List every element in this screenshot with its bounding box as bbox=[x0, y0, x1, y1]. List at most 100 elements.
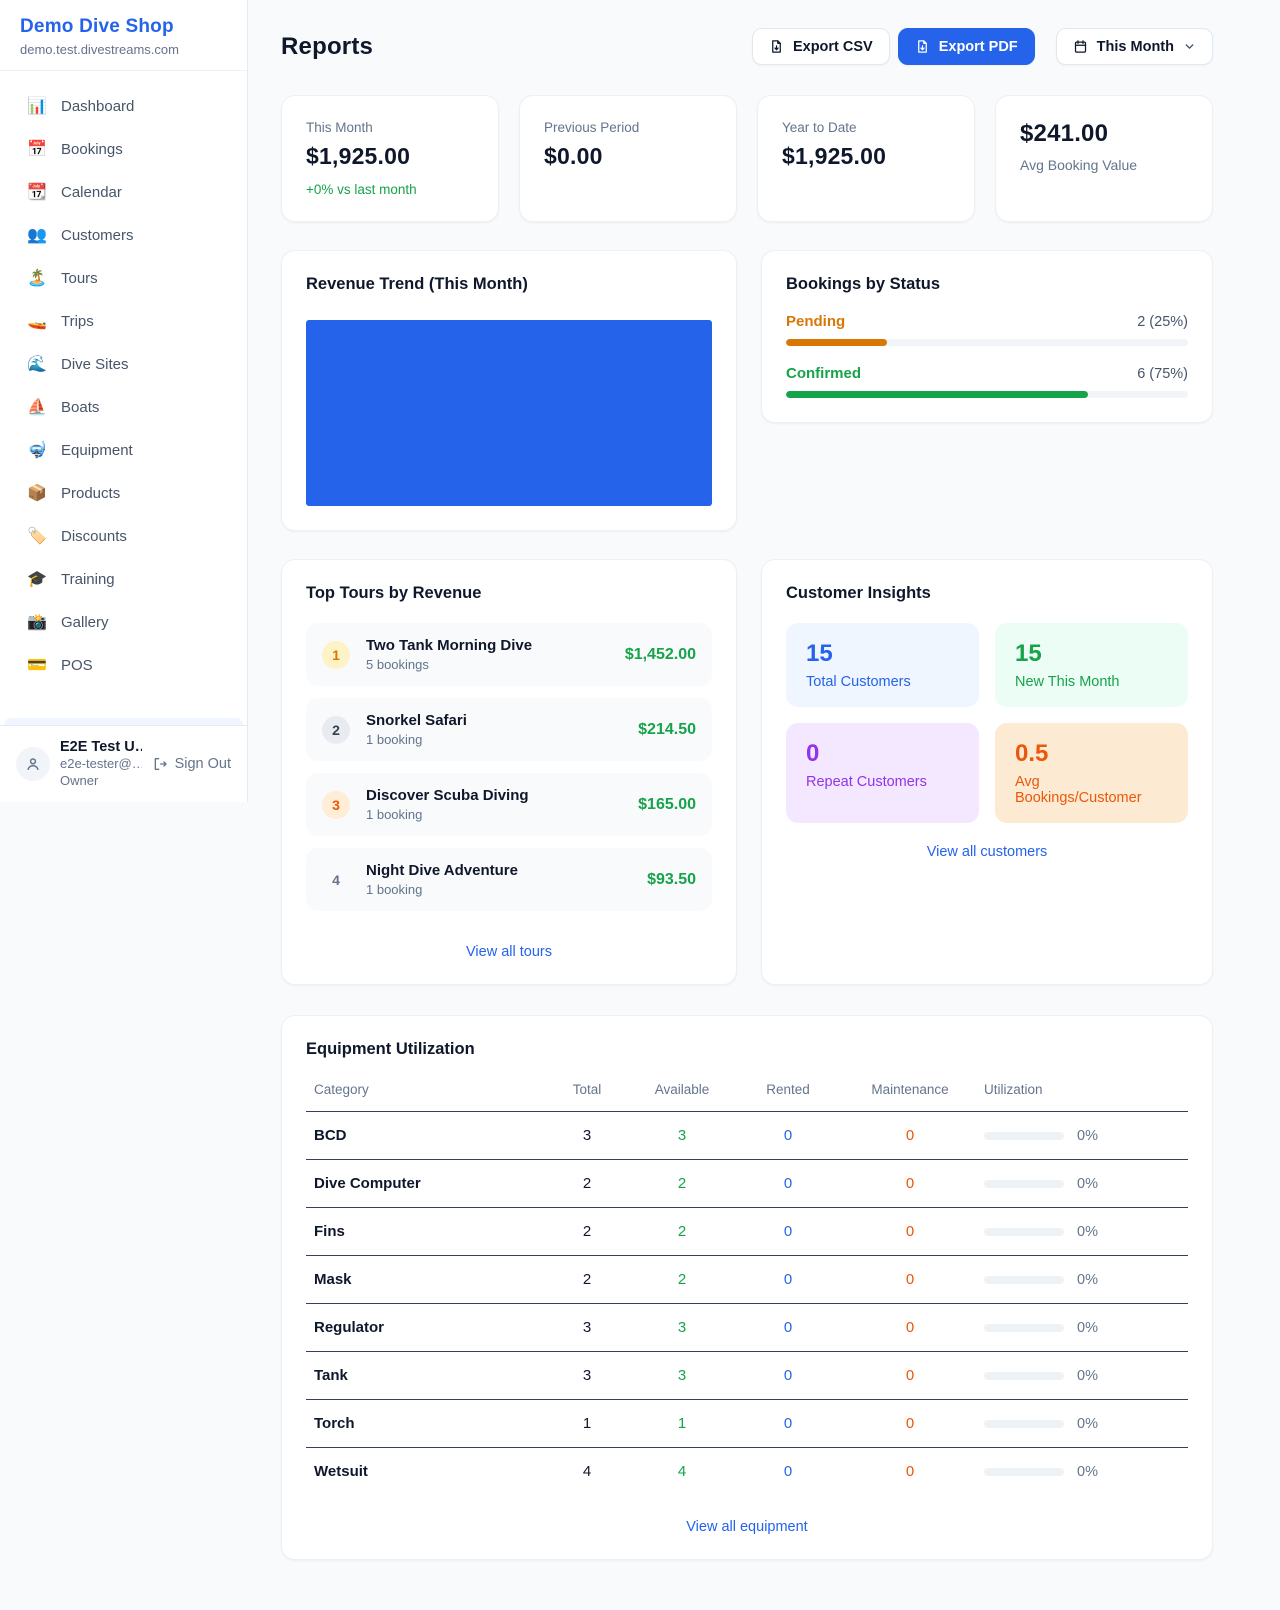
sidebar-nav-item[interactable]: 📸 Gallery bbox=[12, 601, 235, 644]
utilization-bar bbox=[984, 1323, 1064, 1332]
export-pdf-label: Export PDF bbox=[938, 38, 1018, 55]
nav-item-label: POS bbox=[61, 657, 93, 674]
equipment-category: Mask bbox=[306, 1255, 542, 1304]
shop-domain: demo.test.divestreams.com bbox=[20, 42, 179, 57]
sidebar-nav-item[interactable]: 🚤 Trips bbox=[12, 300, 235, 343]
status-bars: Pending 2 (25%) Confirmed 6 (75%) bbox=[786, 313, 1188, 398]
tour-name: Snorkel Safari bbox=[366, 712, 467, 729]
nav-item-icon: ⛵ bbox=[27, 398, 47, 416]
sidebar-nav-item[interactable]: 📊 Dashboard bbox=[12, 85, 235, 128]
col-category: Category bbox=[306, 1068, 542, 1112]
utilization-percent: 0% bbox=[1077, 1415, 1098, 1432]
view-all-equipment-link[interactable]: View all equipment bbox=[686, 1519, 808, 1535]
sidebar-item-reports-active-partial[interactable] bbox=[4, 718, 243, 725]
customer-insights-title: Customer Insights bbox=[786, 584, 931, 602]
view-all-customers-link[interactable]: View all customers bbox=[926, 844, 1048, 860]
chevron-down-icon bbox=[1185, 44, 1194, 49]
nav-item-label: Gallery bbox=[61, 614, 109, 631]
file-download-icon bbox=[772, 40, 781, 53]
sidebar: Demo Dive Shop demo.test.divestreams.com… bbox=[0, 0, 248, 802]
equipment-category: Fins bbox=[306, 1207, 542, 1256]
sidebar-nav-item[interactable]: 🏷️ Discounts bbox=[12, 515, 235, 558]
sidebar-nav-item[interactable]: 🌊 Dive Sites bbox=[12, 343, 235, 386]
user-email: e2e-tester@… bbox=[60, 756, 142, 771]
nav-item-icon: 🏷️ bbox=[27, 527, 47, 545]
sidebar-nav-item[interactable]: 🏝️ Tours bbox=[12, 257, 235, 300]
insight-tile: 15 Total Customers bbox=[786, 623, 979, 707]
equipment-title: Equipment Utilization bbox=[306, 1040, 475, 1058]
sign-out-button[interactable]: Sign Out bbox=[152, 756, 231, 772]
stat-label: Avg Booking Value bbox=[1020, 157, 1138, 173]
equipment-available: 3 bbox=[632, 1111, 732, 1160]
insight-value: 0.5 bbox=[1015, 740, 1049, 767]
equipment-rented: 0 bbox=[783, 1463, 793, 1480]
equipment-available: 4 bbox=[677, 1463, 687, 1480]
nav-item-label: Products bbox=[61, 485, 121, 502]
equipment-total: 2 bbox=[542, 1159, 632, 1208]
tour-list-item: 4 Night Dive Adventure 1 booking $93.50 bbox=[306, 848, 712, 911]
utilization-bar bbox=[984, 1275, 1064, 1284]
utilization-percent: 0% bbox=[1077, 1367, 1098, 1384]
equipment-rented: 0 bbox=[732, 1159, 844, 1208]
tour-list-item: 1 Two Tank Morning Dive 5 bookings $1,45… bbox=[306, 623, 712, 686]
col-maintenance: Maintenance bbox=[844, 1068, 976, 1112]
period-dropdown[interactable]: This Month bbox=[1055, 28, 1213, 65]
nav-item-icon: 👥 bbox=[27, 226, 47, 244]
equipment-rented: 0 bbox=[732, 1111, 844, 1160]
top-tours-title: Top Tours by Revenue bbox=[306, 584, 482, 602]
nav-item-label: Customers bbox=[61, 227, 134, 244]
insight-tile: 0 Repeat Customers bbox=[786, 723, 979, 823]
utilization-bar bbox=[984, 1371, 1064, 1380]
status-row: Confirmed 6 (75%) bbox=[786, 365, 1188, 398]
equipment-maintenance: 0 bbox=[844, 1111, 976, 1160]
nav-item-icon: 📦 bbox=[27, 484, 47, 502]
nav-item-label: Equipment bbox=[61, 442, 133, 459]
nav-item-label: Calendar bbox=[61, 184, 122, 201]
sidebar-nav: 📊 Dashboard 📅 Bookings 📆 Calendar 👥 Cust… bbox=[0, 71, 247, 709]
equipment-rented: 0 bbox=[732, 1351, 844, 1400]
charts-row: Revenue Trend (This Month) Bookings by S… bbox=[281, 250, 1213, 531]
equipment-maintenance: 0 bbox=[844, 1255, 976, 1304]
export-csv-label: Export CSV bbox=[792, 38, 873, 55]
view-all-tours-link[interactable]: View all tours bbox=[466, 944, 552, 960]
equipment-available: 2 bbox=[632, 1255, 732, 1304]
sidebar-nav-item[interactable]: 💳 POS bbox=[12, 644, 235, 687]
equipment-category: Regulator bbox=[306, 1303, 542, 1352]
rank-badge: 1 bbox=[322, 640, 350, 669]
utilization-bar bbox=[984, 1227, 1064, 1236]
sidebar-nav-item[interactable]: ⛵ Boats bbox=[12, 386, 235, 429]
equipment-total: 4 bbox=[582, 1463, 592, 1480]
sidebar-nav-item[interactable]: 📅 Bookings bbox=[12, 128, 235, 171]
sidebar-nav-item[interactable]: 📆 Calendar bbox=[12, 171, 235, 214]
user-info: E2E Test U… e2e-tester@… Owner bbox=[60, 739, 142, 789]
equipment-rented: 0 bbox=[732, 1303, 844, 1352]
sidebar-nav-item[interactable]: 🤿 Equipment bbox=[12, 429, 235, 472]
sidebar-nav-item[interactable]: 📦 Products bbox=[12, 472, 235, 515]
col-available: Available bbox=[632, 1068, 732, 1112]
main-content: Reports Export CSV Export PDF bbox=[248, 0, 1280, 1593]
insight-label: Total Customers bbox=[806, 674, 911, 690]
insight-value: 0 bbox=[806, 740, 820, 767]
nav-item-label: Boats bbox=[61, 399, 100, 416]
bookings-by-status-card: Bookings by Status Pending 2 (25%) bbox=[761, 250, 1213, 423]
bookings-by-status-title: Bookings by Status bbox=[786, 275, 941, 293]
insight-tiles: 15 Total Customers 15 New This Month 0 R… bbox=[786, 623, 1188, 823]
utilization-percent: 0% bbox=[1077, 1319, 1098, 1336]
export-csv-button[interactable]: Export CSV bbox=[751, 28, 890, 65]
header-actions: Export CSV Export PDF This Month bbox=[751, 28, 1213, 65]
status-row: Pending 2 (25%) bbox=[786, 313, 1188, 346]
nav-item-icon: 🚤 bbox=[27, 312, 47, 330]
export-pdf-button[interactable]: Export PDF bbox=[897, 28, 1035, 65]
sidebar-nav-item[interactable]: 👥 Customers bbox=[12, 214, 235, 257]
equipment-available: 2 bbox=[632, 1159, 732, 1208]
nav-item-icon: 💳 bbox=[27, 656, 47, 674]
stat-delta: +0% vs last month bbox=[306, 182, 417, 197]
equipment-maintenance: 0 bbox=[905, 1463, 915, 1480]
insight-tile: 15 New This Month bbox=[995, 623, 1188, 707]
equipment-row: Regulator 3 3 0 0 0% bbox=[306, 1303, 1188, 1352]
equipment-rented: 0 bbox=[732, 1207, 844, 1256]
sidebar-nav-item[interactable]: 🎓 Training bbox=[12, 558, 235, 601]
nav-item-label: Dive Sites bbox=[61, 356, 129, 373]
stat-card-year-to-date: Year to Date $1,925.00 bbox=[757, 95, 975, 222]
brand[interactable]: Demo Dive Shop demo.test.divestreams.com bbox=[0, 0, 247, 71]
